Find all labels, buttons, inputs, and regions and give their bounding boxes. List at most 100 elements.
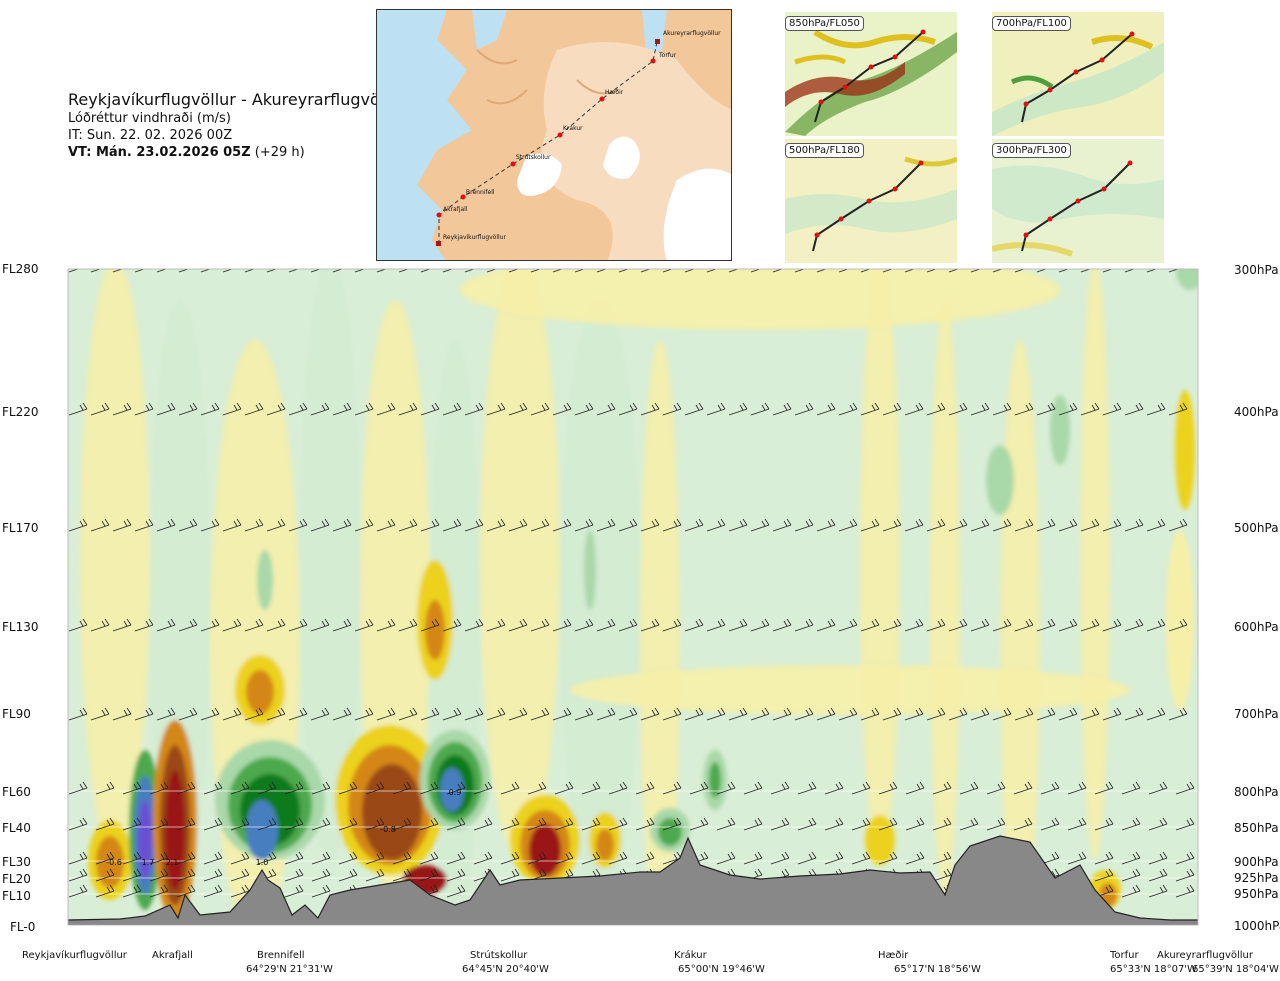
wind-barb (618, 518, 638, 532)
wind-barb (376, 707, 396, 721)
wind-barb (926, 269, 938, 273)
route-map: Akureyrarflugvöllur Torfur Hæðir Krákur … (376, 9, 732, 261)
wind-barb (508, 707, 528, 721)
wind-barb (266, 618, 286, 632)
mini-map-850-label: 850hPa/FL050 (785, 16, 864, 31)
wind-barb (1036, 518, 1056, 532)
field-cell (257, 550, 273, 610)
wind-barb (882, 707, 902, 721)
fl-tick-220: FL220 (2, 405, 39, 419)
wind-barb (948, 269, 960, 273)
wind-barb (527, 781, 547, 795)
wind-barb (1036, 269, 1048, 273)
wind-barb (332, 618, 352, 632)
wind-barb (398, 402, 418, 416)
wind-barb (794, 518, 814, 532)
wind-barb (1058, 269, 1070, 273)
wind-barb (926, 618, 946, 632)
wind-barb (354, 269, 366, 273)
wind-barb (1168, 402, 1188, 416)
wind-barb (149, 781, 169, 795)
wind-barb (446, 884, 466, 898)
map-point-akrafjall: Akrafjall (443, 206, 468, 213)
wind-barb (442, 618, 462, 632)
wind-barb (1121, 884, 1141, 898)
wind-barb (365, 817, 385, 831)
waypoint-reykjavik: Reykjavíkurflugvöllur (22, 950, 127, 961)
wind-barb (311, 851, 331, 865)
field-band (1080, 269, 1110, 860)
wind-barb (486, 707, 506, 721)
wind-barb (68, 868, 88, 882)
wind-barb (68, 851, 88, 865)
wind-barb (1124, 707, 1144, 721)
wind-barb (640, 618, 660, 632)
wind-barb (311, 884, 331, 898)
wind-barb (464, 618, 484, 632)
field-cell (1166, 530, 1194, 710)
wind-barb (354, 402, 374, 416)
wind-barb (149, 817, 169, 831)
wind-barb (552, 618, 572, 632)
wind-barb (838, 518, 858, 532)
wind-barb (338, 781, 358, 795)
wind-barb (728, 618, 748, 632)
wind-barb (419, 851, 439, 865)
wind-barb (392, 817, 412, 831)
wind-barb (608, 817, 628, 831)
wind-barb (446, 781, 466, 795)
hpa-tick-600: 600hPa (1234, 620, 1279, 634)
wind-barb (311, 781, 331, 795)
wind-barb (90, 269, 102, 273)
wind-barb (230, 868, 250, 882)
wind-barb (68, 884, 88, 898)
wind-barb (288, 518, 308, 532)
wind-barb (904, 518, 924, 532)
wind-barb (882, 518, 902, 532)
wind-barb (1080, 618, 1100, 632)
wind-barb (1124, 618, 1144, 632)
fl-tick-10: FL10 (2, 889, 31, 903)
mini-map-700-label: 700hPa/FL100 (992, 16, 1071, 31)
wind-barb (1102, 518, 1122, 532)
wind-barb (257, 851, 277, 865)
wind-barb (203, 851, 223, 865)
wind-barb (332, 518, 352, 532)
wind-barb (794, 269, 806, 273)
wind-barb (838, 618, 858, 632)
wind-barb (1102, 618, 1122, 632)
wind-barb (770, 851, 790, 865)
wind-barb (706, 402, 726, 416)
wind-barb (442, 402, 462, 416)
wind-barb (770, 781, 790, 795)
wind-barb (986, 781, 1006, 795)
wind-barb (222, 707, 242, 721)
wind-barb (178, 402, 198, 416)
waypoint-akrafjall: Akrafjall (152, 950, 193, 961)
wind-barb (464, 269, 476, 273)
field-band (80, 269, 150, 860)
wind-barb (1036, 402, 1056, 416)
wind-barb (365, 781, 385, 795)
wind-barb (797, 817, 817, 831)
wind-barb (134, 707, 154, 721)
wind-barb (1175, 884, 1195, 898)
wind-barb (134, 618, 154, 632)
wind-barb (354, 618, 374, 632)
wind-barb (750, 518, 770, 532)
wind-barb (932, 781, 952, 795)
wind-barb (156, 402, 176, 416)
wind-barb (203, 781, 223, 795)
wind-barb (1148, 817, 1168, 831)
wind-barb (112, 618, 132, 632)
wind-barb (527, 817, 547, 831)
wind-barb (527, 851, 547, 865)
wind-barb (338, 817, 358, 831)
wind-barb (376, 518, 396, 532)
wind-barb (743, 851, 763, 865)
wind-barb (122, 884, 142, 898)
wind-barb (1080, 518, 1100, 532)
plot-frame (67, 268, 1199, 926)
wind-barb (684, 618, 704, 632)
wind-barb (244, 618, 264, 632)
